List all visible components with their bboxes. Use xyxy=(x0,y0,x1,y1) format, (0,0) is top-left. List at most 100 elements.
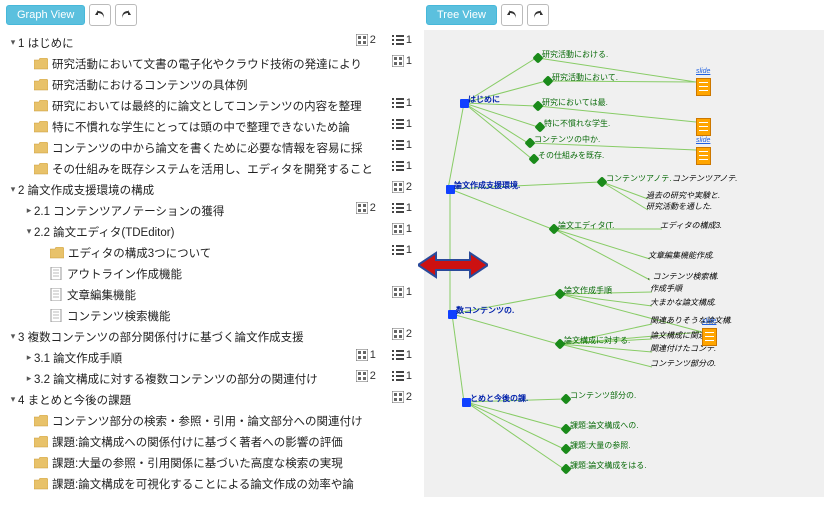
folder-icon xyxy=(34,457,48,469)
slide-icon[interactable] xyxy=(696,118,711,136)
tree-row[interactable]: 課題:大量の参照・引用関係に基づいた高度な検索の実現 xyxy=(8,452,412,473)
badge-list[interactable]: 1 xyxy=(392,97,412,109)
tree-row[interactable]: アウトライン作成機能 xyxy=(8,263,412,284)
badge-grid[interactable]: 2 xyxy=(356,370,376,382)
folder-icon xyxy=(34,415,48,427)
tree-item-label: 3 複数コンテンツの部分関係付けに基づく論文作成支援 xyxy=(18,329,304,345)
badge-list[interactable]: 1 xyxy=(392,139,412,151)
badge-grid[interactable]: 2 xyxy=(356,202,376,214)
tree-item-label: 研究活動において文書の電子化やクラウド技術の発達により xyxy=(52,56,362,72)
node-label: 論文構成に対する. xyxy=(564,337,630,345)
node-label: 数コンテンツの. xyxy=(456,307,514,315)
node-label: 大まかな論文構成. xyxy=(650,299,716,307)
tree-item-label: 特に不慣れな学生にとっては頭の中で整理できないため論 xyxy=(52,119,350,135)
tree-item-label: その仕組みを既存システムを活用し、エディタを開発すること xyxy=(52,161,373,177)
tree-row[interactable]: 研究活動において文書の電子化やクラウド技術の発達により 1 xyxy=(8,53,412,74)
outline-panel: Graph View ▾1 はじめに21研究活動において文書の電子化やクラウド技… xyxy=(0,0,420,505)
tree-row[interactable]: ▾1 はじめに21 xyxy=(8,32,412,53)
tree-item-label: 文章編集機能 xyxy=(67,287,136,303)
badge-list[interactable]: 1 xyxy=(392,160,412,172)
toggle-icon[interactable]: ▾ xyxy=(24,226,34,237)
badge-grid[interactable]: 2 xyxy=(392,181,412,193)
badge-list[interactable]: 1 xyxy=(392,370,412,382)
badge-grid[interactable]: 2 xyxy=(392,328,412,340)
tree-item-label: 2.2 論文エディタ(TDEditor) xyxy=(34,224,174,240)
tree-row[interactable]: エディタの構成3つについて 1 xyxy=(8,242,412,263)
node-label: とめと今後の課. xyxy=(470,395,528,403)
tree-item-label: 3.2 論文構成に対する複数コンテンツの部分の関連付け xyxy=(34,371,318,387)
tree-row[interactable]: ▸3.1 論文作成手順11 xyxy=(8,347,412,368)
graph-view-button[interactable]: Graph View xyxy=(6,5,85,25)
back-button-2[interactable] xyxy=(501,4,523,26)
slide-icon[interactable] xyxy=(702,328,717,346)
left-header: Graph View xyxy=(0,0,420,30)
folder-icon xyxy=(34,478,48,490)
toggle-icon[interactable]: ▾ xyxy=(8,394,18,405)
tree-item-label: コンテンツの中から論文を書くために必要な情報を容易に採 xyxy=(52,140,363,156)
tree-row[interactable]: ▾3 複数コンテンツの部分関係付けに基づく論文作成支援 2 xyxy=(8,326,412,347)
tree-item-label: コンテンツ検索機能 xyxy=(67,308,171,324)
tree-item-label: 課題:論文構成を可視化することによる論文作成の効率や論 xyxy=(52,476,354,492)
node-label: コンテンツアノテ. xyxy=(606,175,672,183)
folder-icon xyxy=(34,121,48,133)
tree-item-label: エディタの構成3つについて xyxy=(68,245,211,261)
badge-grid[interactable]: 2 xyxy=(356,34,376,46)
tree-row[interactable]: 研究活動におけるコンテンツの具体例 xyxy=(8,74,412,95)
tree-row[interactable]: 課題:論文構成への関係付けに基づく著者への影響の評価 xyxy=(8,431,412,452)
toggle-icon[interactable]: ▸ xyxy=(24,352,34,363)
tree-row[interactable]: コンテンツの中から論文を書くために必要な情報を容易に採 1 xyxy=(8,137,412,158)
badge-list[interactable]: 1 xyxy=(392,349,412,361)
node-label: 課題:論文構成をはる. xyxy=(570,462,646,470)
badge-grid[interactable]: 2 xyxy=(392,391,412,403)
back-button[interactable] xyxy=(89,4,111,26)
tree-item-label: 研究においては最終的に論文としてコンテンツの内容を整理 xyxy=(52,98,362,114)
tree-item-label: 課題:論文構成への関係付けに基づく著者への影響の評価 xyxy=(52,434,343,450)
folder-icon xyxy=(34,79,48,91)
tree-view-button[interactable]: Tree View xyxy=(426,5,497,25)
tree-row[interactable]: ▾4 まとめと今後の課題 2 xyxy=(8,389,412,410)
slide-label: slide xyxy=(702,318,716,325)
toggle-icon[interactable]: ▸ xyxy=(24,373,34,384)
badge-grid[interactable]: 1 xyxy=(392,286,412,298)
tree-row[interactable]: その仕組みを既存システムを活用し、エディタを開発すること 1 xyxy=(8,158,412,179)
bidirectional-arrow-icon xyxy=(418,250,488,280)
folder-icon xyxy=(34,142,48,154)
tree-row[interactable]: ▾2.2 論文エディタ(TDEditor) 1 xyxy=(8,221,412,242)
node-label: 研究においては最. xyxy=(542,99,608,107)
tree-item-label: コンテンツ部分の検索・参照・引用・論文部分への関連付け xyxy=(52,413,363,429)
file-icon xyxy=(50,267,63,280)
tree-row[interactable]: 特に不慣れな学生にとっては頭の中で整理できないため論 1 xyxy=(8,116,412,137)
badge-grid[interactable]: 1 xyxy=(392,55,412,67)
forward-button[interactable] xyxy=(115,4,137,26)
node-label: はじめに xyxy=(468,96,500,104)
file-icon xyxy=(50,309,63,322)
badge-list[interactable]: 1 xyxy=(392,34,412,46)
tree-row[interactable]: コンテンツ部分の検索・参照・引用・論文部分への関連付け xyxy=(8,410,412,431)
tree-row[interactable]: 文章編集機能 1 xyxy=(8,284,412,305)
badge-list[interactable]: 1 xyxy=(392,118,412,130)
tree-row[interactable]: コンテンツ検索機能 xyxy=(8,305,412,326)
tree-row[interactable]: ▾2 論文作成支援環境の構成2 xyxy=(8,179,412,200)
node-label: 特に不慣れな学生. xyxy=(544,120,610,128)
tree-row[interactable]: ▸3.2 論文構成に対する複数コンテンツの部分の関連付け 2 1 xyxy=(8,368,412,389)
badge-list[interactable]: 1 xyxy=(392,244,412,256)
node-label: , コンテンツ検索構. xyxy=(648,273,719,281)
badge-grid[interactable]: 1 xyxy=(356,349,376,361)
node-label: 作成手順 xyxy=(650,285,682,293)
node-label: エディタの構成3. xyxy=(660,222,722,230)
toggle-icon[interactable]: ▾ xyxy=(8,37,18,48)
tree-row[interactable]: ▸2.1 コンテンツアノテーションの獲得21 xyxy=(8,200,412,221)
forward-button-2[interactable] xyxy=(527,4,549,26)
slide-icon[interactable] xyxy=(696,78,711,96)
tree-item-label: 4 まとめと今後の課題 xyxy=(18,392,131,408)
badge-grid[interactable]: 1 xyxy=(392,223,412,235)
slide-icon[interactable] xyxy=(696,147,711,165)
toggle-icon[interactable]: ▸ xyxy=(24,205,34,216)
node-label: コンテンツアノテ. xyxy=(672,175,738,183)
toggle-icon[interactable]: ▾ xyxy=(8,331,18,342)
tree-row[interactable]: 研究においては最終的に論文としてコンテンツの内容を整理 1 xyxy=(8,95,412,116)
toggle-icon[interactable]: ▾ xyxy=(8,184,18,195)
tree-row[interactable]: 課題:論文構成を可視化することによる論文作成の効率や論 xyxy=(8,473,412,494)
badge-list[interactable]: 1 xyxy=(392,202,412,214)
node-label: コンテンツ部分の. xyxy=(650,360,716,368)
